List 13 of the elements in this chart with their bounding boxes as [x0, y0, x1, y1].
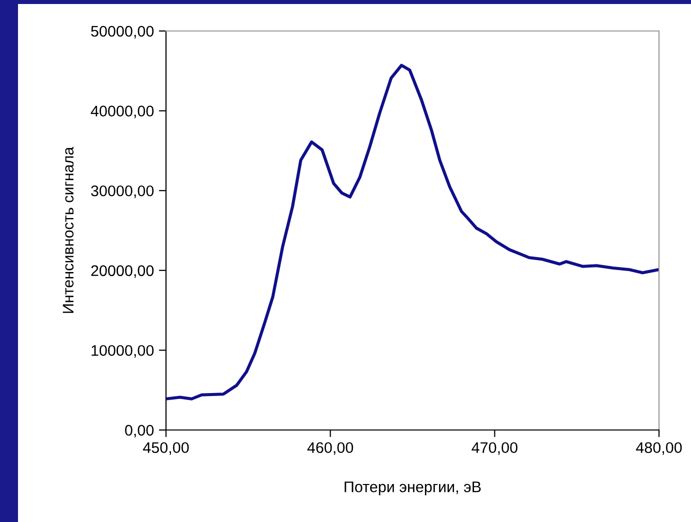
x-axis-title: Потери энергии, эВ: [344, 482, 481, 496]
y-tick-label: 0,00: [125, 424, 154, 438]
y-tick-label: 40000,00: [90, 106, 154, 118]
y-tick-label: 30000,00: [91, 185, 154, 198]
y-tick-label: 10000,00: [92, 345, 154, 358]
x-tick-label: 450,00: [142, 442, 189, 455]
y-tick-label: 20000,00: [91, 265, 154, 278]
x-tick-label: 480,00: [636, 442, 682, 455]
y-tick-label: 50000,00: [91, 26, 154, 38]
y-axis-title: Интенсивность сигнала: [62, 146, 74, 313]
x-tick-label: 470,00: [472, 442, 518, 455]
x-tick-label: 460,00: [307, 442, 354, 455]
line-series: [166, 64, 659, 400]
